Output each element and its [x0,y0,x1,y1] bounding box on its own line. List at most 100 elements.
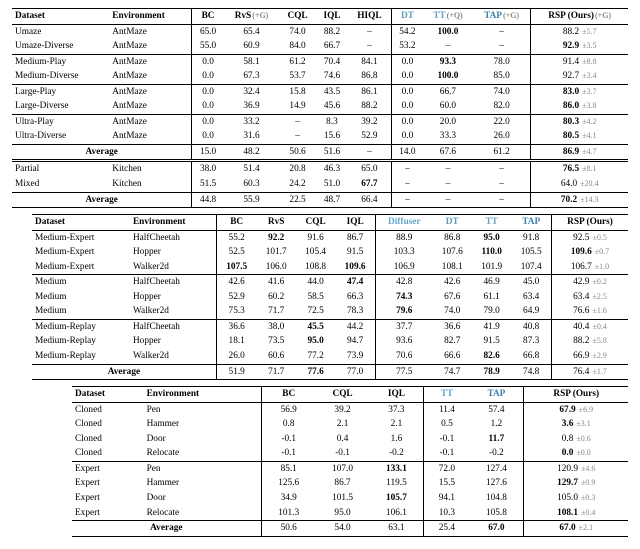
cell-tt: 67.6 [423,144,473,161]
cell-tt: -0.1 [424,446,469,461]
cell-hiql: 88.2 [348,99,391,114]
cell-tap: 61.2 [473,144,531,161]
cell-tap: 64.9 [511,304,551,319]
cell-hiql: 39.2 [348,114,391,129]
cell-tt: 41.9 [472,319,511,334]
cell-bc: 52.5 [216,245,256,260]
cell-hiql: 52.9 [348,129,391,144]
cell-dt: 0.0 [391,69,423,84]
cell-rvs: 101.7 [257,245,296,260]
cell-hiql: – [348,24,391,39]
cell-bc: 56.9 [261,402,316,417]
cell-dt: 14.0 [391,144,423,161]
cell-env: HalfCheetah [130,230,216,245]
cell-tt: 20.0 [423,114,473,129]
table-row: Medium-DiverseAntMaze0.067.353.774.686.8… [12,69,628,84]
cell-rvs: 60.3 [224,177,280,192]
cell-bc: 0.0 [192,84,224,99]
table-average-row: Average15.048.250.651.6–14.067.661.286.9… [12,144,628,161]
col-dataset: Dataset [72,387,144,403]
col-env: Environment [130,215,216,231]
cell-bc: 18.1 [216,334,256,349]
col-iql: IQL [369,387,424,403]
cell-rsp: 86.0 ±3.8 [531,99,628,114]
col-tt: TT [424,387,469,403]
cell-env: Hopper [130,245,216,260]
cell-dataset: Expert [72,491,144,506]
cell-tap: 127.4 [469,461,524,476]
cell-iql: 109.6 [335,260,375,275]
cell-cql: 107.0 [316,461,370,476]
cell-iql: 94.7 [335,334,375,349]
table-adroit: Dataset Environment BC CQL IQL TT TAP RS… [72,386,628,536]
cell-tt: 15.5 [424,476,469,491]
cell-bc: 26.0 [216,349,256,364]
cell-rsp: 42.9 ±0.2 [552,275,629,290]
cell-hiql: 86.1 [348,84,391,99]
cell-rsp: 76.4 ±1.7 [552,364,629,380]
cell-env: AntMaze [109,69,192,84]
cell-rsp: 106.7 ±1.0 [552,260,629,275]
cell-env: Walker2d [130,304,216,319]
col-bc: BC [216,215,256,231]
cell-bc: 51.9 [216,364,256,380]
cell-tt: 46.9 [472,275,511,290]
cell-average-label: Average [12,144,192,161]
cell-dt: – [391,177,423,192]
cell-env: Hammer [144,476,262,491]
col-dataset: Dataset [32,215,130,231]
cell-dt: 0.0 [391,99,423,114]
cell-dt: 0.0 [391,54,423,69]
cell-rvs: 60.9 [224,39,280,54]
cell-iql: 91.5 [335,245,375,260]
cell-rvs: 41.6 [257,275,296,290]
cell-env: Door [144,491,262,506]
table-row: ClonedRelocate-0.1-0.1-0.2-0.1-0.20.0 ±0… [72,446,628,461]
cell-tt: – [423,161,473,177]
cell-dataset: Large-Diverse [12,99,109,114]
col-bc: BC [192,9,224,25]
cell-iql: 47.4 [335,275,375,290]
cell-dt: 53.2 [391,39,423,54]
cell-iql: 46.3 [316,161,348,177]
cell-dt: 42.6 [433,275,472,290]
cell-tap: -0.2 [469,446,524,461]
cell-diff: 88.9 [375,230,432,245]
cell-bc: 107.5 [216,260,256,275]
cell-rsp: 120.9 ±4.6 [524,461,628,476]
cell-env: Relocate [144,506,262,521]
cell-bc: 38.0 [192,161,224,177]
table3-header-row: Dataset Environment BC CQL IQL TT TAP RS… [72,387,628,403]
cell-diff: 103.3 [375,245,432,260]
cell-dataset: Medium-Expert [32,260,130,275]
table-locomotion: Dataset Environment BC RvS CQL IQL Diffu… [32,214,628,380]
cell-rsp: 64.0 ±20.4 [531,177,628,192]
cell-rvs: 55.9 [224,192,280,208]
cell-rsp: 91.4 ±8.8 [531,54,628,69]
col-rvs: RvS(+G) [224,9,280,25]
cell-rvs: 33.2 [224,114,280,129]
cell-cql: 45.5 [296,319,335,334]
cell-rsp: 92.9 ±3.5 [531,39,628,54]
cell-cql: -0.1 [316,446,370,461]
cell-diff: 93.6 [375,334,432,349]
cell-dt: 86.8 [433,230,472,245]
cell-cql: 86.7 [316,476,370,491]
cell-iql: 66.7 [316,39,348,54]
cell-bc: 125.6 [261,476,316,491]
cell-rvs: 73.5 [257,334,296,349]
col-iql: IQL [316,9,348,25]
cell-dataset: Umaze-Diverse [12,39,109,54]
table-antmaze-kitchen: Dataset Environment BC RvS(+G) CQL IQL H… [12,8,628,208]
cell-rvs: 32.4 [224,84,280,99]
cell-rsp: 70.2 ±14.3 [531,192,628,208]
cell-dataset: Expert [72,476,144,491]
cell-rsp: 83.0 ±3.7 [531,84,628,99]
cell-dataset: Expert [72,506,144,521]
table-row: MixedKitchen51.560.324.251.067.7–––64.0 … [12,177,628,192]
cell-tap: – [473,39,531,54]
cell-iql: 51.0 [316,177,348,192]
cell-dataset: Medium [32,304,130,319]
cell-cql: 15.8 [279,84,316,99]
cell-average-label: Average [72,521,261,537]
